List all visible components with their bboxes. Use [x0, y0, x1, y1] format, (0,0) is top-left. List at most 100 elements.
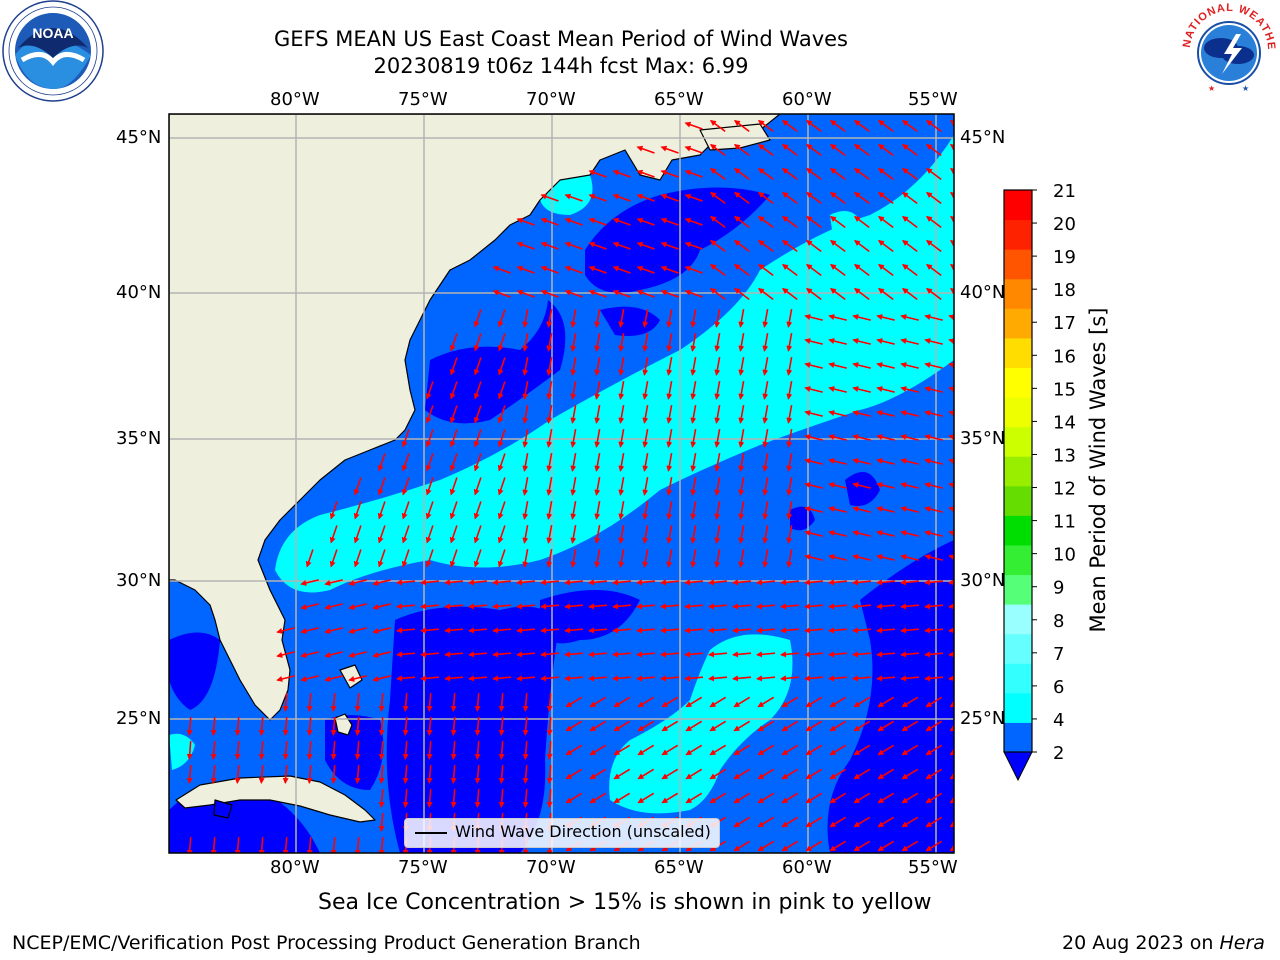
wind-wave-arrow	[300, 627, 319, 634]
wind-wave-arrow	[642, 405, 649, 424]
wind-wave-arrow	[852, 554, 871, 561]
wind-wave-arrow	[805, 720, 823, 732]
wind-wave-arrow	[497, 453, 506, 472]
wind-wave-arrow	[925, 143, 942, 157]
noaa-logo: NOAA	[2, 0, 104, 102]
wind-wave-arrow	[901, 167, 918, 181]
wind-wave-arrow	[733, 696, 751, 708]
wind-wave-arrow	[564, 217, 583, 226]
wind-wave-arrow	[546, 549, 553, 568]
wind-wave-arrow	[828, 506, 847, 513]
wind-wave-arrow	[805, 816, 823, 828]
wind-wave-arrow	[852, 362, 871, 369]
wind-wave-arrow	[372, 627, 391, 634]
wind-wave-arrow	[714, 333, 721, 352]
wind-wave-arrow	[924, 554, 943, 561]
wind-wave-arrow	[684, 603, 704, 610]
wind-wave-arrow	[612, 289, 631, 298]
wind-wave-arrow	[762, 453, 769, 472]
wind-wave-arrow	[738, 381, 745, 400]
wind-wave-arrow	[690, 477, 697, 496]
footer-host: Hera	[1219, 932, 1265, 954]
wind-wave-arrow	[329, 525, 338, 544]
wind-wave-arrow	[829, 744, 847, 756]
colorbar-tick-label: 7	[1053, 644, 1064, 665]
wind-wave-arrow	[282, 740, 289, 760]
wind-wave-arrow	[762, 357, 769, 376]
wind-wave-arrow	[733, 239, 750, 253]
wind-wave-arrow	[948, 362, 954, 368]
wind-wave-arrow	[661, 696, 679, 708]
wind-wave-arrow	[637, 768, 655, 780]
wind-wave-arrow	[901, 143, 918, 157]
wind-wave-arrow	[852, 530, 871, 537]
wind-wave-arrow	[588, 603, 608, 610]
wind-wave-arrow	[738, 333, 745, 352]
legend-label: Wind Wave Direction (unscaled)	[455, 822, 711, 841]
wind-wave-arrow	[805, 744, 823, 756]
wind-wave-arrow	[804, 338, 823, 345]
wind-wave-arrow	[925, 263, 942, 277]
colorbar-segment	[1004, 722, 1032, 753]
wind-wave-arrow	[876, 458, 895, 465]
wind-wave-arrow	[522, 740, 529, 760]
wind-wave-arrow	[853, 167, 870, 181]
wind-wave-arrow	[444, 627, 464, 634]
wind-wave-arrow	[852, 386, 871, 393]
wind-wave-arrow	[900, 338, 919, 345]
wind-wave-arrow	[330, 716, 337, 736]
wind-wave-arrow	[306, 836, 313, 853]
wind-wave-arrow	[781, 816, 799, 828]
wind-wave-arrow	[522, 381, 529, 400]
wind-wave-arrow	[756, 603, 776, 610]
wind-wave-arrow	[426, 740, 433, 760]
wind-wave-arrow	[786, 381, 793, 400]
wind-wave-arrow	[828, 675, 848, 682]
wind-wave-arrow	[925, 119, 942, 133]
wind-wave-arrow	[258, 716, 265, 736]
wind-wave-arrow	[781, 191, 798, 205]
wind-wave-arrow	[661, 744, 679, 756]
sea-ice-note: Sea Ice Concentration > 15% is shown in …	[318, 890, 932, 915]
wind-wave-arrow	[426, 788, 433, 808]
wind-wave-arrow	[805, 143, 822, 157]
wind-wave-arrow	[642, 429, 649, 448]
wind-wave-arrow	[444, 675, 464, 682]
colorbar: 2 4 6 7 8 9 10 11 12 13 14 15 16 17 18 19 20 21	[1003, 181, 1076, 782]
wind-wave-arrow	[804, 554, 823, 561]
wind-wave-arrow	[324, 627, 343, 634]
wind-wave-arrow	[642, 549, 649, 568]
wind-wave-arrow	[805, 239, 822, 253]
nws-logo: NATIONAL WEATHER SERVICE ★ ★	[1174, 0, 1280, 98]
wind-wave-arrow	[588, 289, 607, 298]
wind-wave-arrow	[781, 263, 798, 277]
wind-wave-arrow	[234, 836, 241, 853]
wind-wave-arrow	[210, 836, 217, 853]
wind-wave-arrow	[738, 453, 745, 472]
wind-wave-arrow	[372, 651, 391, 658]
wind-wave-arrow	[618, 429, 625, 448]
wind-wave-arrow	[829, 143, 846, 157]
wind-wave-arrow	[660, 217, 679, 226]
map-frame	[168, 113, 955, 854]
wind-wave-arrow	[900, 482, 919, 489]
wind-wave-arrow	[684, 651, 704, 658]
wind-wave-arrow	[666, 429, 673, 448]
wind-wave-arrow	[714, 525, 721, 544]
wind-wave-arrow	[829, 191, 846, 205]
wind-wave-arrow	[924, 338, 943, 345]
wind-wave-arrow	[612, 627, 632, 634]
wind-wave-arrow	[473, 525, 482, 544]
wind-wave-arrow	[401, 429, 410, 448]
wind-wave-arrow	[564, 241, 583, 250]
wind-wave-arrow	[444, 651, 464, 658]
wind-wave-arrow	[901, 119, 918, 133]
wind-wave-arrow	[660, 651, 680, 658]
wind-wave-arrow	[901, 720, 919, 732]
wind-wave-arrow	[781, 768, 799, 780]
wind-wave-arrow	[522, 333, 529, 352]
wind-wave-arrow	[733, 119, 750, 133]
wind-wave-arrow	[828, 434, 847, 441]
wind-wave-arrow	[924, 362, 943, 369]
wind-wave-arrow	[877, 119, 894, 133]
